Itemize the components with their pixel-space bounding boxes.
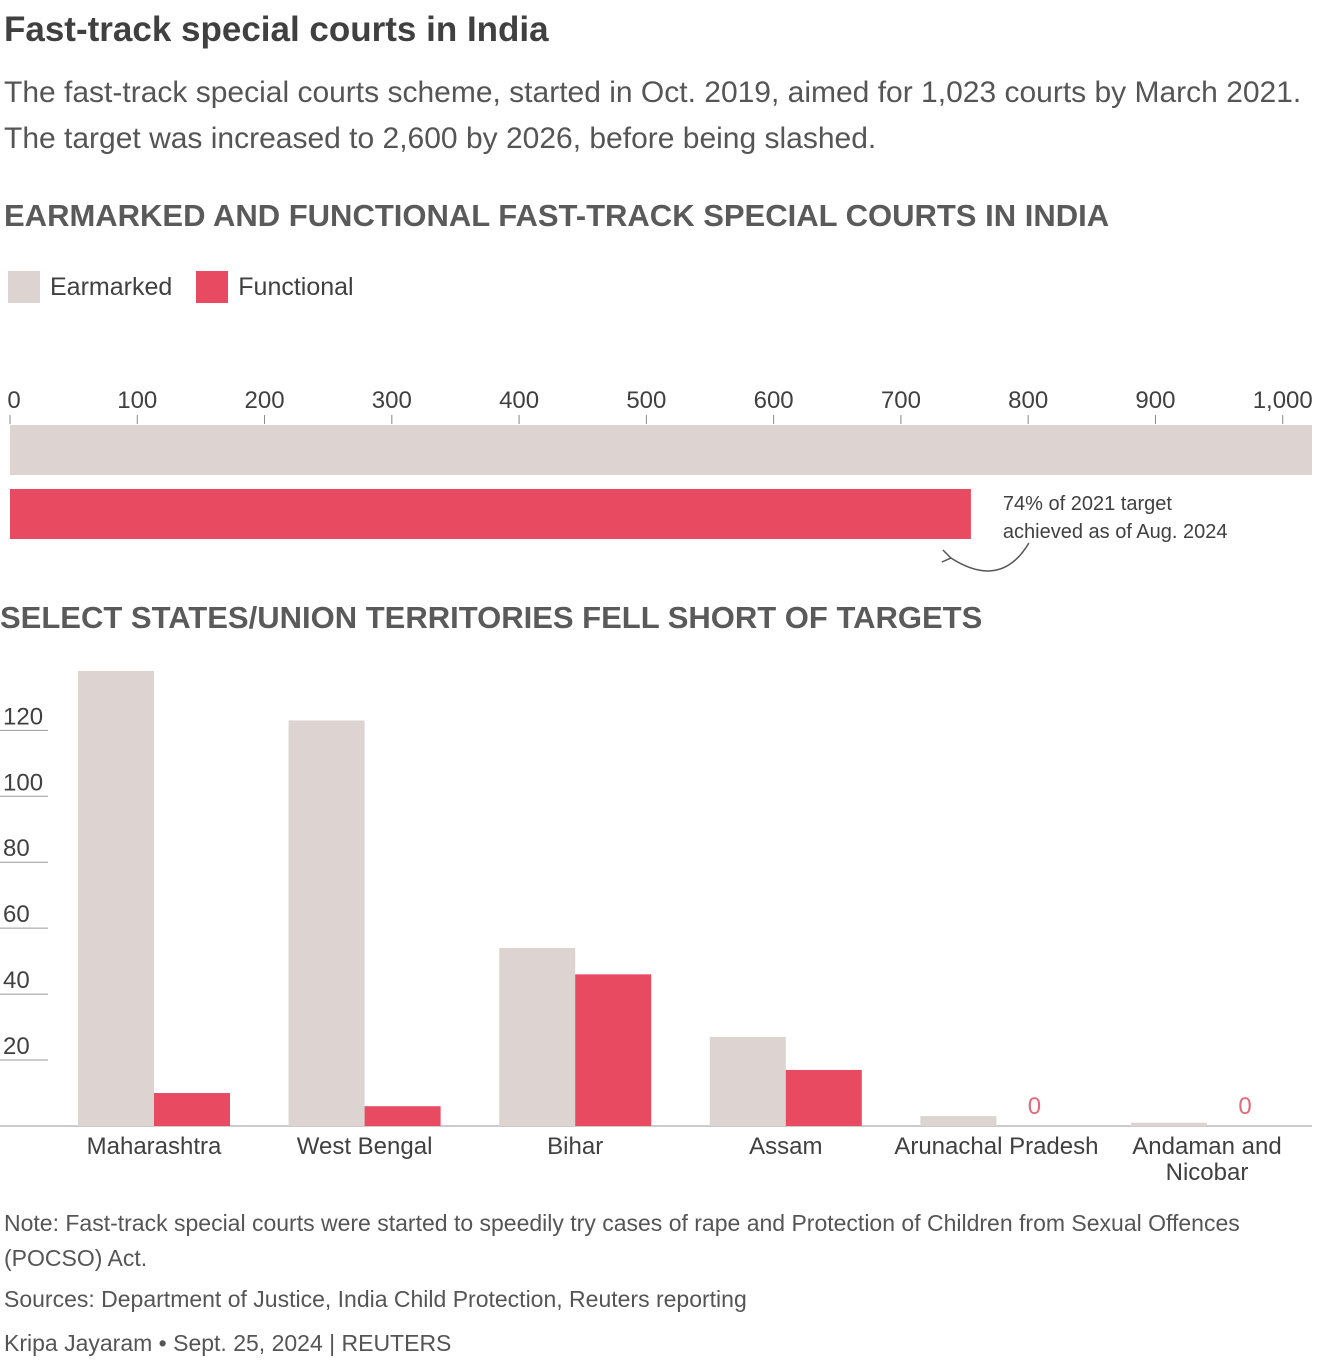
bar-earmarked (288, 720, 365, 1126)
legend: Earmarked Functional (8, 271, 378, 303)
page-subtitle: The fast-track special courts scheme, st… (4, 76, 1302, 155)
page-title: Fast-track special courts in India (4, 10, 549, 49)
legend-item-earmarked: Earmarked (8, 271, 172, 303)
bar-functional (785, 1069, 862, 1126)
bar-functional (154, 1093, 230, 1126)
annotation-line-2: achieved as of Aug. 2024 (1003, 521, 1228, 543)
y-tick-label: 120 (3, 703, 43, 730)
x-tick-label: 100 (117, 387, 157, 414)
y-tick-label: 80 (3, 835, 30, 862)
annotation-line-1: 74% of 2021 target (1003, 493, 1172, 515)
x-tick-label: 200 (245, 387, 285, 414)
x-tick-label: 800 (1008, 387, 1048, 414)
annotation-arrowhead (941, 549, 953, 563)
earmarked-swatch (8, 271, 40, 303)
x-category-label: Maharashtra (87, 1133, 222, 1160)
chart2-title: SELECT STATES/UNION TERRITORIES FELL SHO… (0, 600, 983, 635)
footer-sources: Sources: Department of Justice, India Ch… (4, 1286, 747, 1312)
bar-earmarked (499, 947, 576, 1126)
x-tick-label: 0 (7, 387, 20, 414)
x-tick-label: 400 (499, 387, 539, 414)
x-tick-label: 700 (881, 387, 921, 414)
x-category-label: Assam (749, 1133, 822, 1160)
bar-functional-total (10, 489, 971, 539)
bar-earmarked-total (10, 425, 1312, 475)
x-tick-label: 600 (754, 387, 794, 414)
x-category-label: Arunachal Pradesh (894, 1133, 1098, 1160)
functional-swatch (196, 271, 229, 303)
bar-earmarked (1131, 1122, 1207, 1126)
x-tick-label: 1,000 (1253, 387, 1313, 414)
y-tick-label: 40 (3, 967, 30, 994)
y-tick-label: 20 (3, 1033, 30, 1060)
bar-earmarked (709, 1036, 786, 1126)
zero-label: 0 (1028, 1093, 1041, 1120)
chart1-svg: 0 100 200 300 400 500 600 700 800 900 1,000 74% of … (7, 387, 1313, 572)
bar-functional (575, 974, 652, 1126)
legend-item-functional: Functional (196, 271, 354, 303)
chart1-title: EARMARKED AND FUNCTIONAL FAST-TRACK SPEC… (4, 198, 1110, 233)
y-tick-label: 100 (3, 769, 43, 796)
y-tick-label: 60 (3, 901, 30, 928)
x-category-label: West Bengal (297, 1133, 433, 1160)
bar-earmarked (78, 671, 154, 1126)
x-tick-label: 300 (372, 387, 412, 414)
footer-credit: Kripa Jayaram • Sept. 25, 2024 | REUTERS (4, 1330, 452, 1356)
legend-label-functional: Functional (238, 272, 354, 301)
x-category-label: Andaman and (1132, 1133, 1281, 1160)
x-category-label: Bihar (547, 1133, 603, 1160)
annotation-arrow (950, 542, 1030, 572)
footer-note: Note: Fast-track special courts were sta… (4, 1210, 1240, 1271)
x-category-label: Nicobar (1166, 1159, 1249, 1186)
chart2-svg: 20 40 60 80 100 120 Maharashtra West Bengal Biha… (0, 671, 1312, 1186)
legend-label-earmarked: Earmarked (50, 272, 173, 301)
zero-label: 0 (1238, 1093, 1251, 1120)
bar-earmarked (920, 1116, 997, 1126)
x-tick-label: 500 (626, 387, 666, 414)
x-tick-label: 900 (1135, 387, 1175, 414)
bar-functional (364, 1106, 441, 1126)
